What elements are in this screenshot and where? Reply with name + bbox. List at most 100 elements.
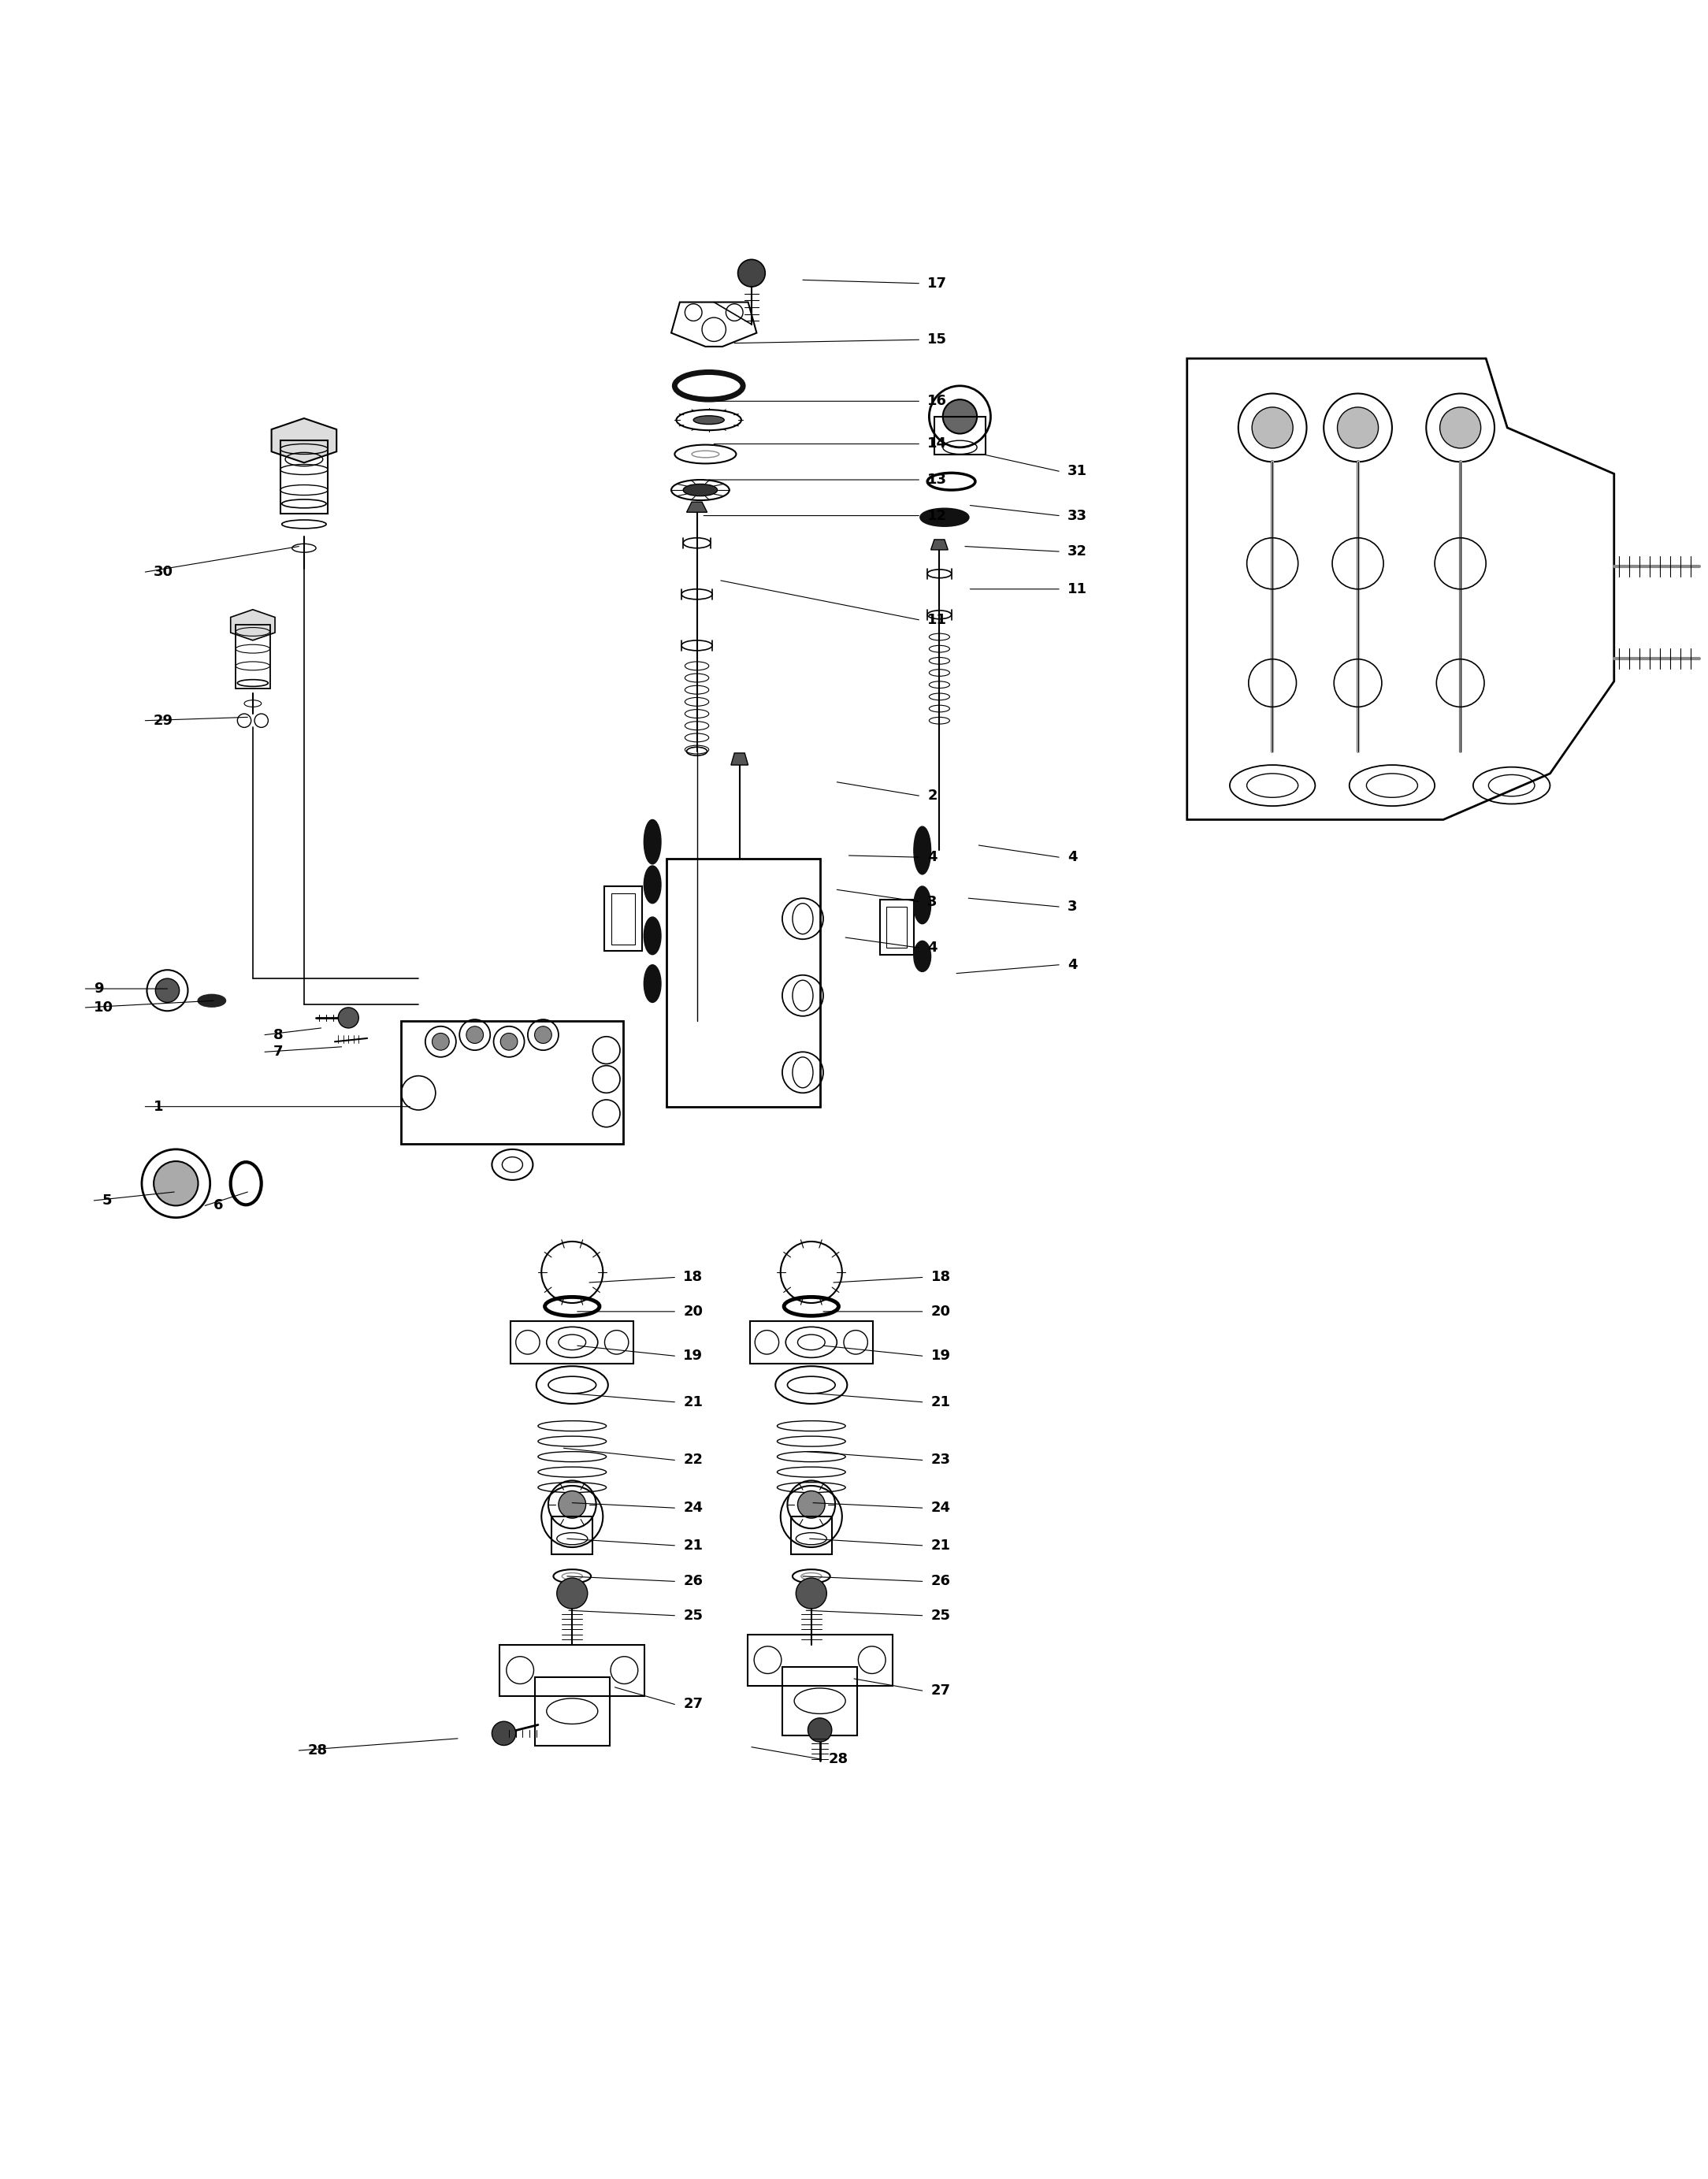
Bar: [500, 1645, 646, 1695]
Text: 5: 5: [102, 1194, 113, 1207]
Bar: [552, 1517, 593, 1554]
Text: 9: 9: [94, 983, 104, 996]
Text: 21: 21: [931, 1395, 951, 1410]
Ellipse shape: [683, 484, 717, 497]
Text: 18: 18: [683, 1270, 704, 1283]
Circle shape: [432, 1033, 449, 1050]
Bar: [886, 906, 907, 948]
Bar: [236, 625, 270, 689]
Text: 27: 27: [683, 1697, 704, 1711]
Bar: [280, 440, 328, 514]
Text: 23: 23: [931, 1453, 951, 1466]
Text: 26: 26: [931, 1573, 951, 1588]
Circle shape: [154, 1161, 198, 1205]
Text: 20: 20: [931, 1305, 951, 1318]
Text: 30: 30: [154, 564, 174, 580]
Ellipse shape: [562, 1573, 582, 1580]
Text: 4: 4: [1068, 850, 1078, 865]
Bar: [401, 1022, 623, 1144]
Text: 27: 27: [931, 1684, 951, 1697]
Circle shape: [796, 1578, 827, 1608]
Ellipse shape: [693, 416, 724, 425]
Text: 8: 8: [273, 1028, 284, 1042]
Text: 10: 10: [94, 1000, 114, 1015]
Text: 1: 1: [154, 1100, 164, 1113]
Bar: [511, 1320, 634, 1364]
Circle shape: [338, 1007, 359, 1028]
Circle shape: [466, 1026, 483, 1044]
Circle shape: [943, 399, 977, 434]
Circle shape: [492, 1721, 516, 1745]
Ellipse shape: [914, 941, 931, 972]
Text: 21: 21: [683, 1395, 704, 1410]
Circle shape: [1440, 407, 1481, 449]
Bar: [535, 1678, 610, 1745]
Text: 13: 13: [927, 473, 948, 486]
Bar: [880, 900, 914, 954]
Circle shape: [500, 1033, 518, 1050]
Text: 28: 28: [307, 1743, 328, 1758]
Text: 14: 14: [927, 436, 948, 451]
Text: 24: 24: [683, 1501, 704, 1514]
Polygon shape: [687, 501, 707, 512]
Text: 22: 22: [683, 1453, 704, 1466]
Circle shape: [738, 259, 765, 288]
Text: 21: 21: [683, 1538, 704, 1554]
Text: 4: 4: [927, 850, 938, 865]
Text: 19: 19: [931, 1349, 951, 1364]
Text: 26: 26: [683, 1573, 704, 1588]
Text: 12: 12: [927, 508, 948, 523]
Text: 6: 6: [214, 1198, 224, 1214]
Text: 21: 21: [931, 1538, 951, 1554]
Text: 16: 16: [927, 394, 948, 407]
Polygon shape: [731, 754, 748, 765]
Ellipse shape: [801, 1573, 822, 1580]
Ellipse shape: [921, 510, 968, 525]
Ellipse shape: [644, 965, 661, 1002]
Bar: [605, 887, 642, 952]
Polygon shape: [231, 610, 275, 641]
Ellipse shape: [644, 819, 661, 865]
Text: 24: 24: [931, 1501, 951, 1514]
Text: 32: 32: [1068, 545, 1088, 558]
Ellipse shape: [914, 887, 931, 924]
Text: 25: 25: [683, 1608, 704, 1623]
Circle shape: [1337, 407, 1378, 449]
Text: 31: 31: [1068, 464, 1088, 479]
Circle shape: [798, 1490, 825, 1519]
Polygon shape: [272, 418, 336, 462]
Text: 25: 25: [931, 1608, 951, 1623]
Circle shape: [1252, 407, 1293, 449]
Circle shape: [155, 978, 179, 1002]
Text: 18: 18: [931, 1270, 951, 1283]
Circle shape: [559, 1490, 586, 1519]
Text: 3: 3: [1068, 900, 1078, 913]
Bar: [611, 893, 635, 944]
Text: 2: 2: [927, 789, 938, 802]
Bar: [748, 1634, 892, 1687]
Text: 33: 33: [1068, 508, 1088, 523]
Ellipse shape: [198, 994, 225, 1007]
Circle shape: [535, 1026, 552, 1044]
Text: 11: 11: [1068, 582, 1088, 597]
Text: 29: 29: [154, 713, 174, 728]
Bar: [791, 1517, 832, 1554]
Ellipse shape: [644, 865, 661, 904]
Ellipse shape: [644, 917, 661, 954]
Ellipse shape: [692, 451, 719, 458]
Bar: [782, 1667, 857, 1734]
Text: 19: 19: [683, 1349, 704, 1364]
Text: 3: 3: [927, 896, 938, 909]
Ellipse shape: [914, 826, 931, 874]
Text: 7: 7: [273, 1046, 284, 1059]
Bar: [750, 1320, 873, 1364]
Text: 11: 11: [927, 612, 948, 628]
Bar: [934, 416, 986, 453]
Text: 4: 4: [927, 941, 938, 954]
Text: 15: 15: [927, 333, 948, 346]
Circle shape: [808, 1717, 832, 1741]
Text: 4: 4: [1068, 959, 1078, 972]
Text: 17: 17: [927, 277, 948, 290]
Circle shape: [557, 1578, 588, 1608]
Bar: [666, 859, 820, 1107]
